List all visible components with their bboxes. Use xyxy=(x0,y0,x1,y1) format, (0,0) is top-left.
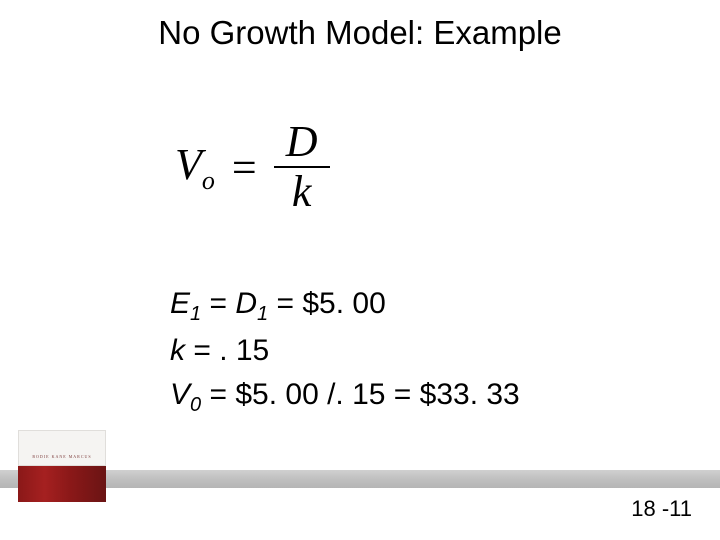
body-text: E1 = D1 = $5. 00 k = . 15 V0 = $5. 00 /.… xyxy=(170,282,520,420)
line-1: E1 = D1 = $5. 00 xyxy=(170,282,520,329)
line-2: k = . 15 xyxy=(170,329,520,373)
page-number: 18 -11 xyxy=(631,496,692,522)
main-formula: Vo = D k xyxy=(175,118,330,217)
formula-v: Vo xyxy=(175,139,215,196)
line-3: V0 = $5. 00 /. 15 = $33. 33 xyxy=(170,373,520,420)
formula-denominator: k xyxy=(274,168,330,216)
logo-bottom-panel xyxy=(18,466,106,502)
footer-divider-bar xyxy=(0,470,720,488)
logo-top-panel xyxy=(18,430,106,466)
publisher-logo: BODIE KANE MARCUS xyxy=(18,430,106,502)
formula-numerator: D xyxy=(274,118,330,168)
formula-fraction: D k xyxy=(274,118,330,217)
formula-equals: = xyxy=(232,142,257,193)
footer-background xyxy=(0,488,720,540)
logo-authors-text: BODIE KANE MARCUS xyxy=(18,454,106,459)
slide-title: No Growth Model: Example xyxy=(0,0,720,52)
